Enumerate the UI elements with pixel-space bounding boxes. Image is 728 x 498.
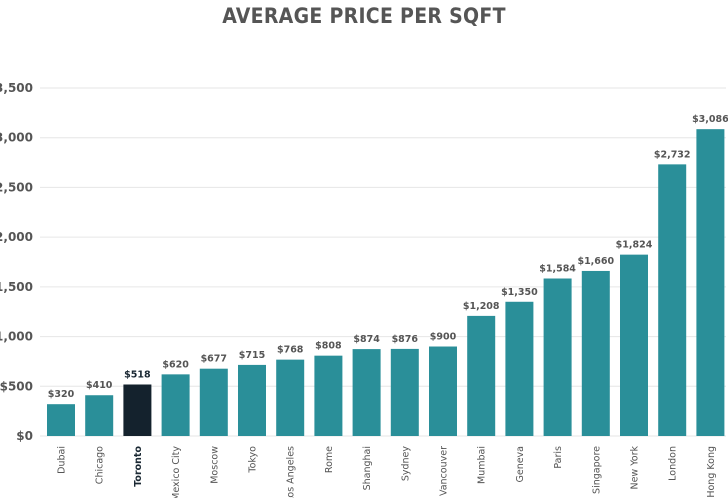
chart-title: AVERAGE PRICE PER SQFT xyxy=(222,4,506,28)
value-label: $1,584 xyxy=(539,264,576,275)
x-tick-label: Mexico City xyxy=(171,446,182,498)
bar-dubai xyxy=(47,404,75,436)
value-label: $3,086 xyxy=(692,114,728,125)
x-tick-label: Rome xyxy=(324,446,335,473)
x-tick-label: Los Angeles xyxy=(286,446,297,498)
bar-moscow xyxy=(199,368,228,436)
x-tick-label: Geneva xyxy=(515,446,526,483)
x-tick-label: Hong Kong xyxy=(706,446,717,498)
x-tick-label: Sydney xyxy=(400,446,411,482)
bar-new-york xyxy=(620,254,648,436)
value-label: $768 xyxy=(277,345,304,356)
bar-tokyo xyxy=(238,364,266,436)
y-tick-label: $2,000 xyxy=(0,230,33,244)
y-tick-label: $500 xyxy=(0,379,33,393)
y-tick-label: $1,500 xyxy=(0,280,33,294)
bars xyxy=(47,129,725,436)
value-label: $2,732 xyxy=(654,149,691,160)
value-label: $518 xyxy=(124,369,151,380)
gridlines xyxy=(40,87,726,437)
value-label: $1,350 xyxy=(501,287,538,298)
x-tick-label: New York xyxy=(630,446,641,490)
x-tick-label: Paris xyxy=(553,446,564,469)
y-tick-label: $3,000 xyxy=(0,131,33,145)
value-label: $677 xyxy=(201,354,227,365)
x-tick-label: Dubai xyxy=(57,446,68,474)
y-tick-label: $0 xyxy=(16,429,33,443)
bar-vancouver xyxy=(429,346,457,436)
bar-mumbai xyxy=(467,315,496,436)
x-tick-label: Shanghai xyxy=(362,446,373,490)
bar-rome xyxy=(314,355,343,436)
bar-geneva xyxy=(505,301,534,436)
bar-hong-kong xyxy=(696,129,725,436)
y-tick-label: $3,500 xyxy=(0,81,33,95)
bar-los-angeles xyxy=(276,359,305,436)
y-axis: $0 $500 $1,000 $1,500 $2,000 $2,500 $3,000 $3,5… xyxy=(0,81,33,443)
x-tick-label: Chicago xyxy=(95,446,106,484)
value-label: $715 xyxy=(239,350,265,361)
x-tick-label: Singapore xyxy=(591,446,602,494)
y-tick-label: $1,000 xyxy=(0,330,33,344)
x-tick-label: Moscow xyxy=(209,446,220,484)
bar-toronto xyxy=(123,384,152,436)
bar-chicago xyxy=(85,395,114,436)
x-tick-label: Mumbai xyxy=(477,446,488,484)
x-tick-label: Toronto xyxy=(133,446,144,487)
value-label: $1,208 xyxy=(463,301,500,312)
value-label: $874 xyxy=(353,334,380,345)
value-label: $410 xyxy=(86,380,113,391)
bar-singapore xyxy=(581,270,610,436)
value-label: $1,660 xyxy=(577,256,614,267)
value-label: $808 xyxy=(315,341,342,352)
bar-paris xyxy=(543,278,572,436)
bar-mexico-city xyxy=(161,374,190,436)
bar-london xyxy=(658,164,687,436)
value-labels: $320 $410 $518 $620 $677 $715 $768 $808 $874 $876… xyxy=(48,114,728,400)
y-tick-label: $2,500 xyxy=(0,180,33,194)
x-tick-label: Vancouver xyxy=(439,446,450,496)
x-axis: Dubai Chicago Toronto Mexico City Moscow Toky… xyxy=(57,446,717,498)
bar-sydney xyxy=(390,348,419,436)
bar-shanghai xyxy=(352,349,381,436)
value-label: $620 xyxy=(162,359,189,370)
x-tick-label: London xyxy=(668,446,679,481)
value-label: $876 xyxy=(392,334,419,345)
value-label: $1,824 xyxy=(616,240,653,251)
value-label: $320 xyxy=(48,389,75,400)
value-label: $900 xyxy=(430,332,457,343)
x-tick-label: Tokyo xyxy=(248,446,259,474)
